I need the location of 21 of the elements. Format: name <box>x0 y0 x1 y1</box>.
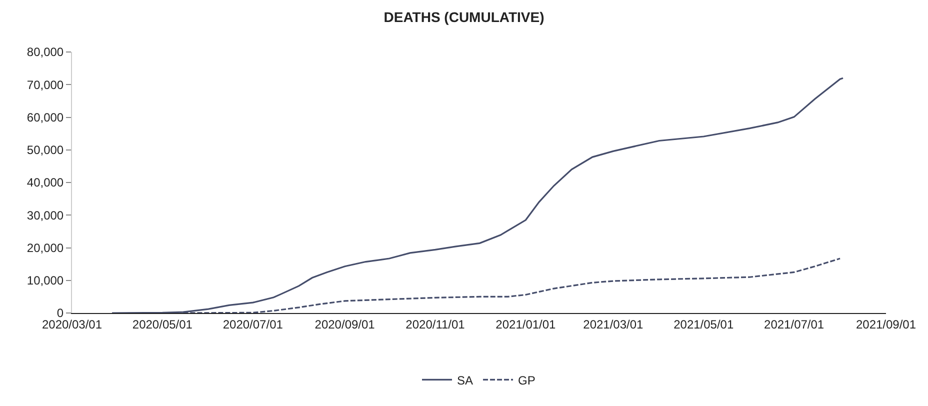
x-tick-label: 2021/05/01 <box>674 317 734 332</box>
legend-label: GP <box>518 373 536 388</box>
y-tick-label: 60,000 <box>26 110 64 124</box>
x-tick-label: 2020/05/01 <box>132 317 193 332</box>
x-tick-label: 2020/07/01 <box>222 317 284 332</box>
line-series <box>111 77 844 313</box>
x-tick-label: 2021/03/01 <box>583 317 644 332</box>
legend-label: SA <box>457 373 474 388</box>
x-tick-label: 2021/07/01 <box>764 317 824 332</box>
y-tick-label: 10,000 <box>26 274 64 288</box>
chart-title: DEATHS (CUMULATIVE) <box>384 8 544 25</box>
y-tick-label: 80,000 <box>26 45 64 60</box>
y-tick-label: 40,000 <box>26 176 64 190</box>
x-tick-label: 2021/01/01 <box>496 317 556 332</box>
y-tick-label: 30,000 <box>26 208 64 222</box>
x-tick-label: 2020/11/01 <box>406 317 466 332</box>
x-tick-label: 2020/09/01 <box>314 317 376 332</box>
y-tick-label: 70,000 <box>26 78 64 92</box>
y-tick-label: 20,000 <box>26 240 64 255</box>
x-tick-label: 2021/09/01 <box>856 317 916 332</box>
y-tick-label: 50,000 <box>26 143 64 158</box>
